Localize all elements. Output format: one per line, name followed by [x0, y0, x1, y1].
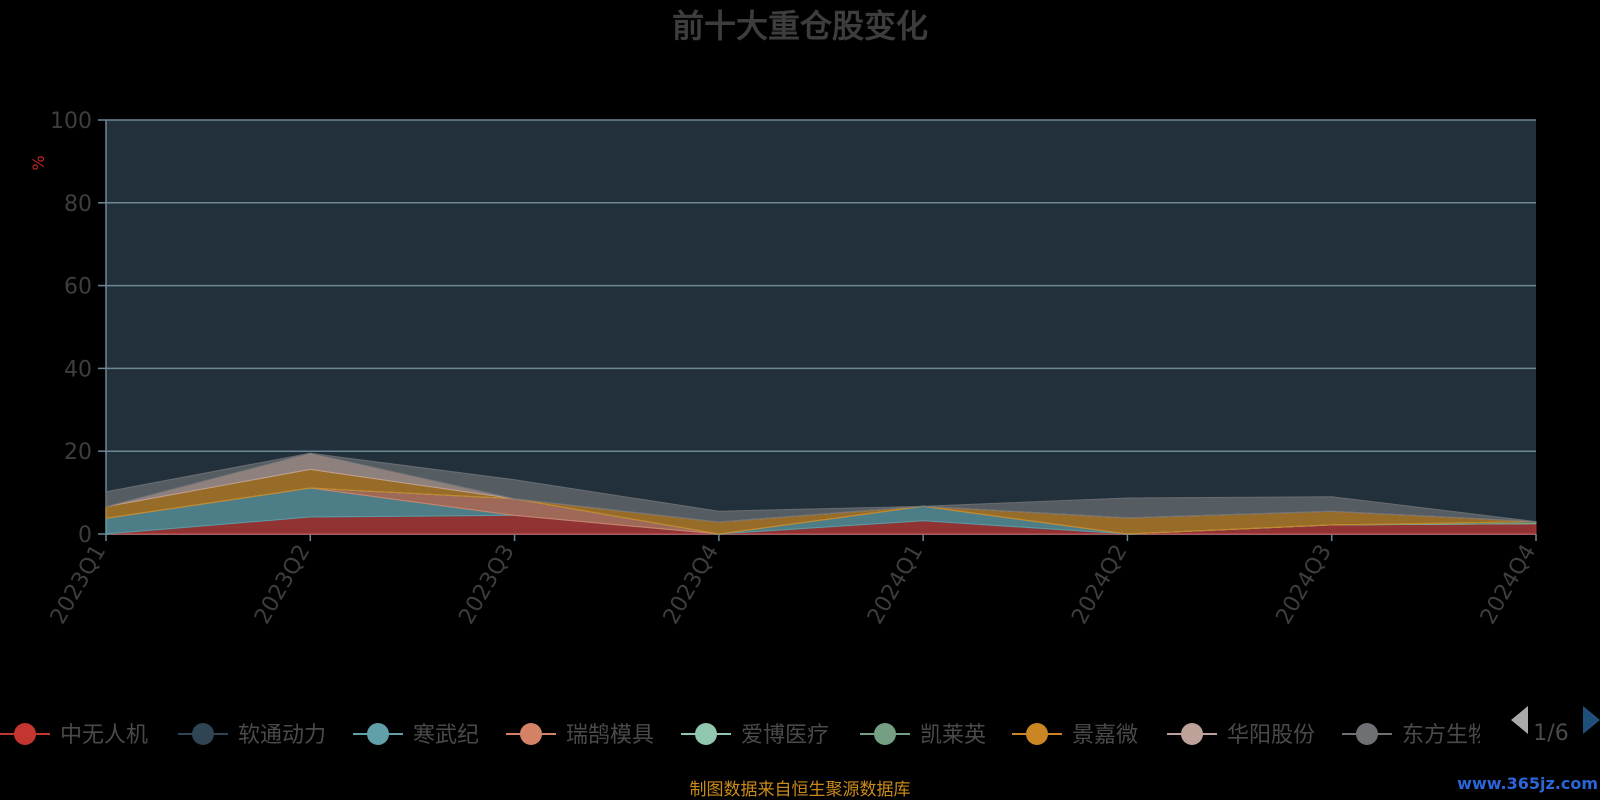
y-tick-label: 100 — [50, 109, 92, 134]
legend-marker-icon — [367, 723, 389, 745]
legend-label: 中无人机 — [60, 723, 148, 748]
area-series-9[interactable] — [105, 452, 1537, 523]
x-axis-ticks: 2023Q1 2023Q2 2023Q3 2023Q4 2024Q1 2024Q2 2024… — [46, 534, 1541, 629]
y-tick-label: 80 — [64, 192, 92, 217]
legend-item[interactable]: 寒武纪 — [353, 723, 479, 748]
x-tick-label: 2023Q3 — [454, 541, 519, 629]
y-tick-label: 60 — [64, 275, 92, 300]
legend: 中无人机 软通动力 寒武纪 瑞鹄模具 爱博医疗 凯莱英 景嘉微 华阳股份 东方生物 — [0, 710, 1510, 750]
y-axis-ticks: 0 20 40 60 80 100 — [50, 109, 106, 548]
legend-label: 爱博医疗 — [741, 723, 829, 748]
legend-marker-icon — [695, 723, 717, 745]
x-tick-label: 2024Q2 — [1067, 541, 1132, 629]
legend-clip — [1480, 710, 1510, 750]
legend-item[interactable]: 中无人机 — [0, 723, 148, 748]
x-tick-label: 2024Q1 — [863, 541, 928, 629]
legend-item[interactable]: 瑞鹄模具 — [506, 723, 654, 748]
x-tick-label: 2024Q3 — [1272, 541, 1337, 629]
legend-label: 软通动力 — [238, 723, 326, 748]
y-tick-label: 40 — [64, 357, 92, 382]
legend-item[interactable]: 华阳股份 — [1167, 723, 1315, 748]
legend-marker-icon — [1356, 723, 1378, 745]
legend-marker-icon — [14, 723, 36, 745]
y-tick-label: 0 — [78, 523, 92, 548]
x-tick-label: 2024Q4 — [1476, 541, 1541, 629]
legend-label: 东方生物 — [1402, 723, 1490, 748]
legend-label: 华阳股份 — [1227, 723, 1315, 748]
legend-marker-icon — [520, 723, 542, 745]
x-tick-label: 2023Q1 — [46, 541, 111, 629]
legend-label: 寒武纪 — [413, 723, 479, 748]
y-axis-label: % — [29, 155, 48, 170]
legend-next-arrow-icon[interactable] — [1583, 706, 1600, 734]
source-note: 制图数据来自恒生聚源数据库 — [690, 780, 911, 800]
legend-marker-icon — [1026, 723, 1048, 745]
watermark: www.365jz.com — [1457, 774, 1598, 793]
legend-label: 景嘉微 — [1072, 723, 1138, 748]
legend-prev-arrow-icon[interactable] — [1511, 706, 1528, 734]
legend-item[interactable]: 爱博医疗 — [681, 723, 829, 748]
area-series — [105, 452, 1537, 535]
legend-item[interactable]: 东方生物 — [1342, 723, 1490, 748]
legend-pager: 1/6 — [1511, 706, 1600, 746]
legend-label: 瑞鹄模具 — [566, 723, 654, 748]
legend-marker-icon — [874, 723, 896, 745]
x-tick-label: 2023Q2 — [250, 541, 315, 629]
legend-page-indicator: 1/6 — [1533, 721, 1568, 746]
legend-label: 凯莱英 — [920, 723, 986, 748]
legend-item[interactable]: 景嘉微 — [1012, 723, 1138, 748]
x-tick-label: 2023Q4 — [659, 541, 724, 629]
chart-title: 前十大重仓股变化 — [672, 7, 928, 45]
legend-item[interactable]: 凯莱英 — [860, 723, 986, 748]
y-tick-label: 20 — [64, 440, 92, 465]
legend-item[interactable]: 软通动力 — [178, 723, 326, 748]
legend-marker-icon — [192, 723, 214, 745]
legend-marker-icon — [1181, 723, 1203, 745]
